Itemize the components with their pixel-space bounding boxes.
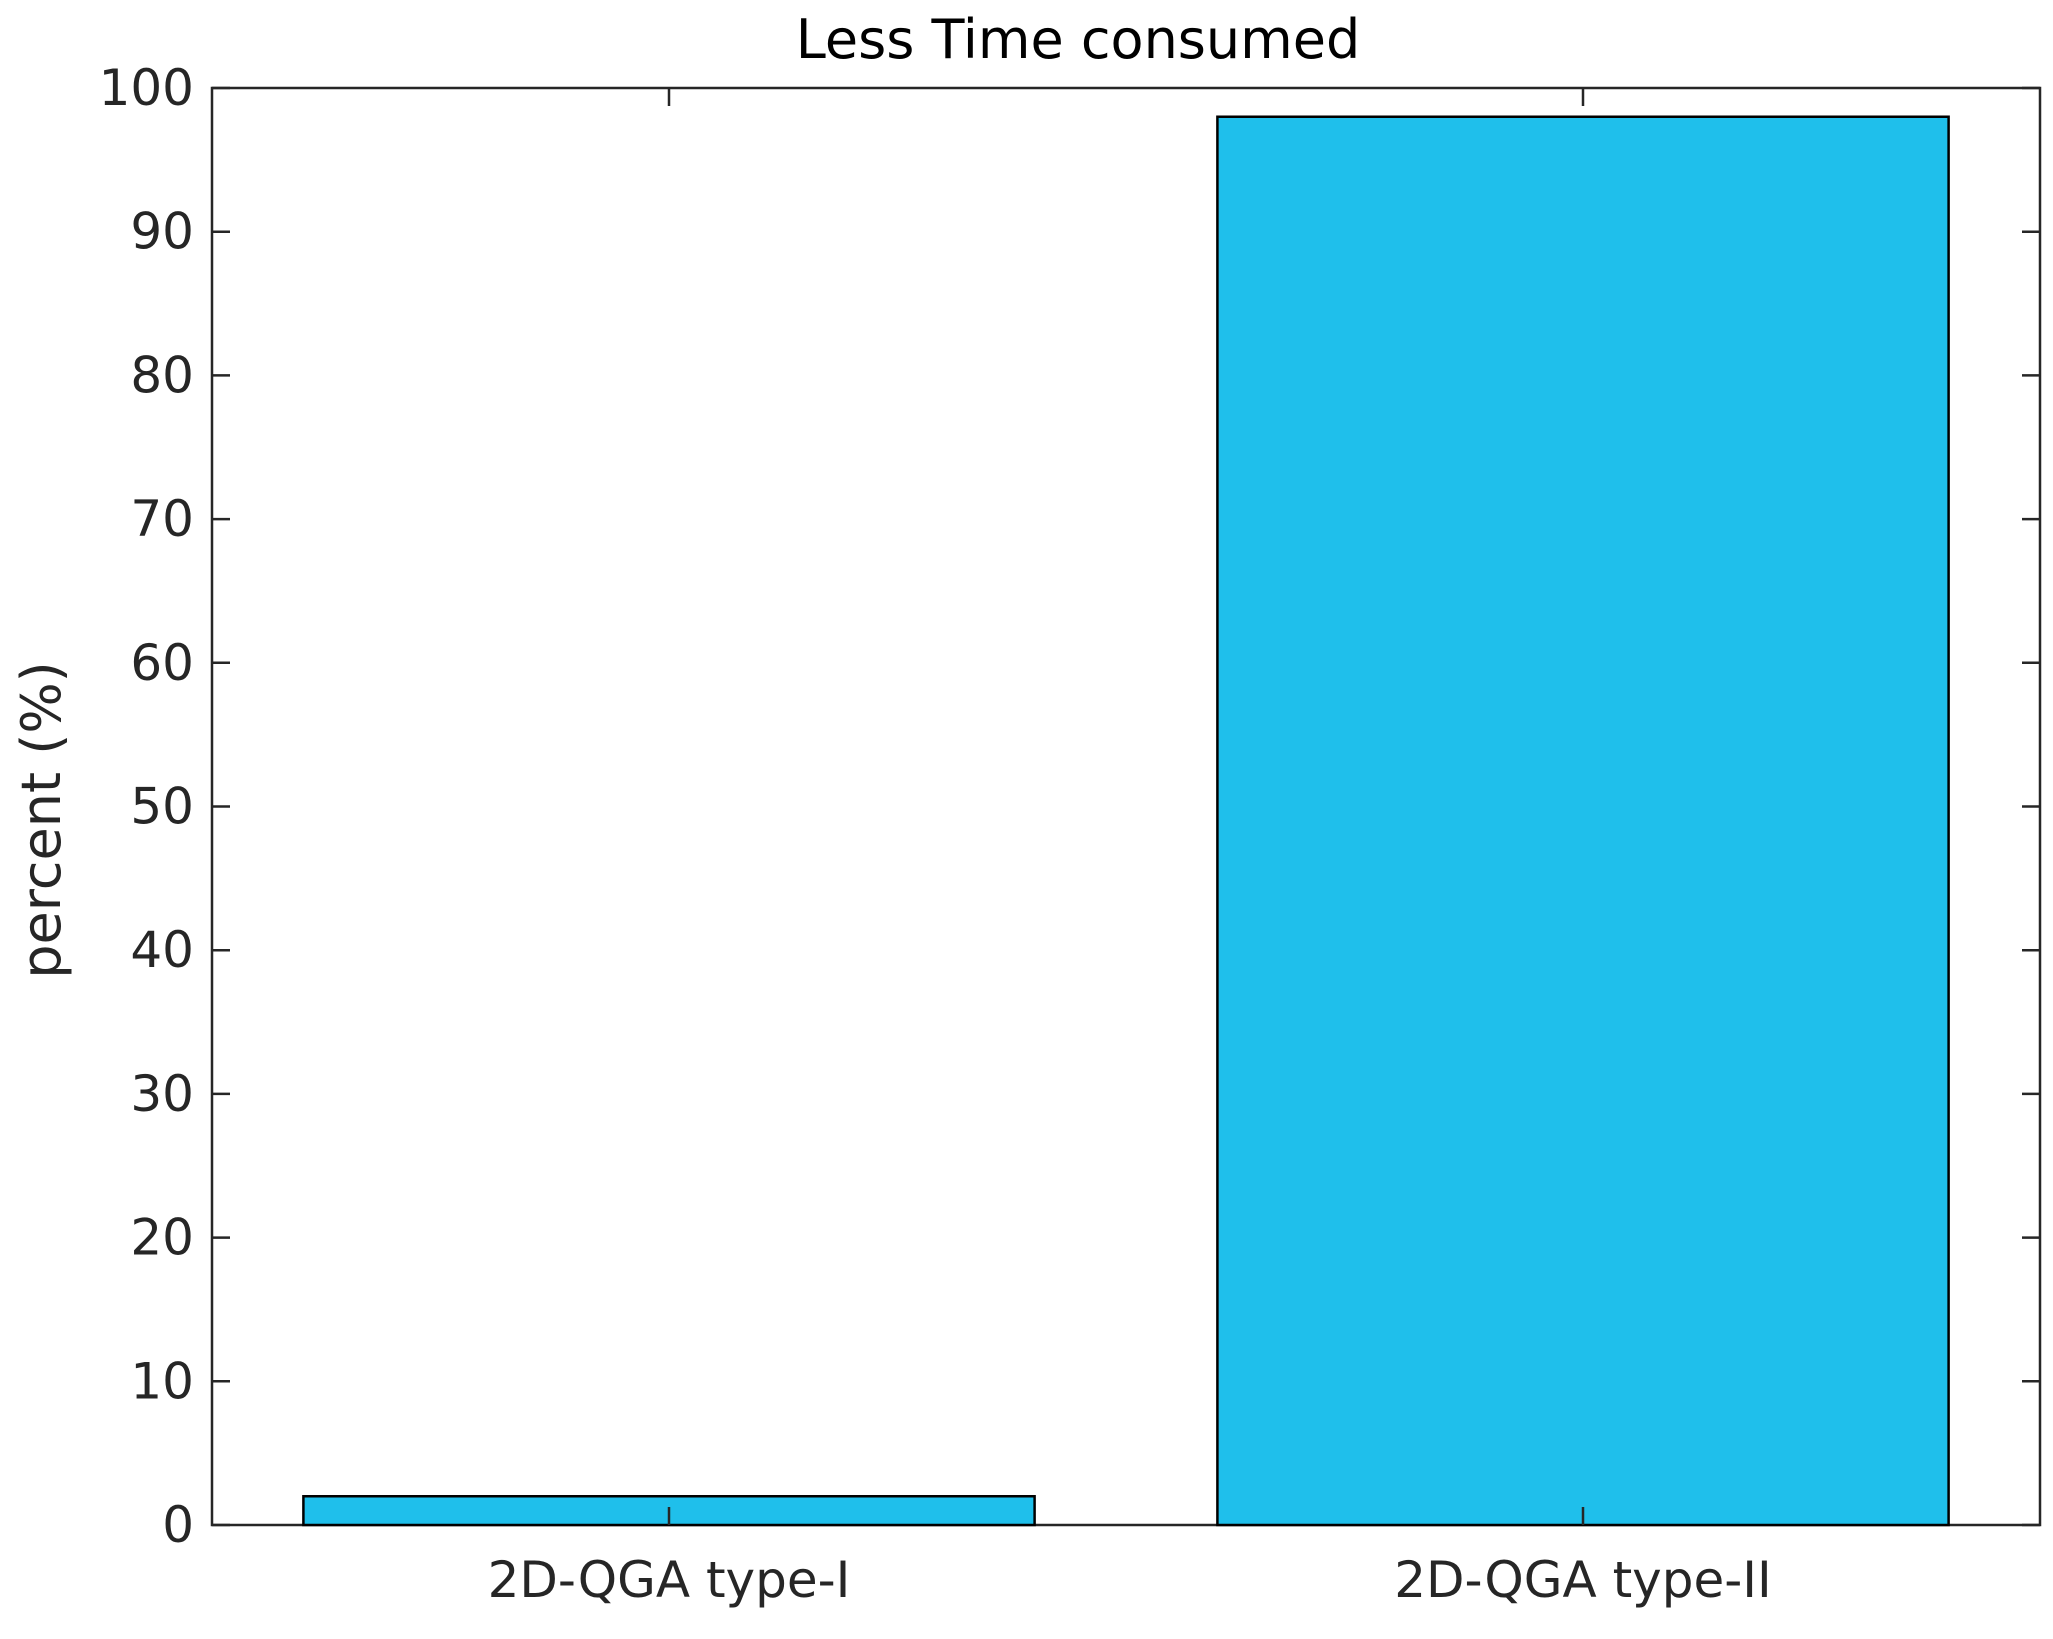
x-tick-label: 2D-QGA type-II bbox=[1394, 1551, 1772, 1609]
y-tick-label: 70 bbox=[130, 490, 194, 548]
y-tick-label: 40 bbox=[130, 921, 194, 979]
y-tick-label: 50 bbox=[130, 778, 194, 836]
bar-2 bbox=[1216, 115, 1950, 1527]
bars-group bbox=[302, 115, 1950, 1527]
y-tick-label: 30 bbox=[130, 1065, 194, 1123]
x-tick-label: 2D-QGA type-I bbox=[488, 1551, 851, 1609]
chart-title: Less Time consumed bbox=[796, 8, 1361, 71]
y-tick-label: 100 bbox=[99, 59, 194, 117]
y-tick-label: 90 bbox=[130, 203, 194, 261]
y-tick-label: 60 bbox=[130, 634, 194, 692]
y-tick-label: 10 bbox=[130, 1352, 194, 1410]
y-tick-label: 0 bbox=[162, 1496, 194, 1554]
ticks-group: 0 10 20 30 40 50 60 70 80 90 100 2D-QGA type-I 2D-QG… bbox=[99, 59, 2040, 1609]
y-tick-label: 20 bbox=[130, 1209, 194, 1267]
y-tick-label: 80 bbox=[130, 346, 194, 404]
y-axis-label: percent (%) bbox=[10, 661, 73, 978]
